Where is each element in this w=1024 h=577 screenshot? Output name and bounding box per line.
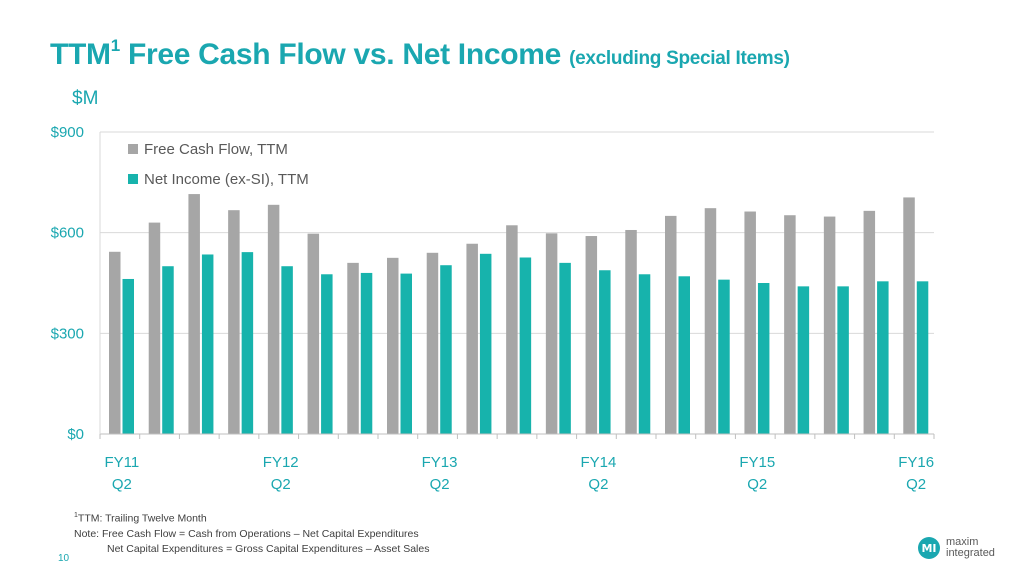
bar xyxy=(188,194,200,434)
title-main: TTM xyxy=(50,38,111,71)
x-tick-label: FY13 xyxy=(422,454,458,471)
bar xyxy=(440,265,452,434)
bar xyxy=(797,286,810,434)
unit-label: $M xyxy=(72,88,99,109)
y-tick-label: $600 xyxy=(51,225,84,242)
bar xyxy=(625,229,637,434)
bar xyxy=(638,274,651,434)
company-logo: MI maxim integrated xyxy=(918,537,995,559)
title-rest: Free Cash Flow vs. Net Income xyxy=(119,38,570,71)
footnote-superscript: 1 xyxy=(74,512,78,519)
footnote-capex: Net Capital Expenditures = Gross Capital… xyxy=(107,542,430,555)
bar xyxy=(360,272,373,434)
bar xyxy=(321,274,333,434)
bar xyxy=(823,216,836,434)
x-tick-label: Q2 xyxy=(906,476,926,493)
x-tick-label: Q2 xyxy=(430,476,450,493)
x-tick-label: FY16 xyxy=(898,454,934,471)
logo-text-line1: maxim xyxy=(946,536,979,548)
x-tick-label: FY14 xyxy=(580,454,616,471)
bar-chart: $0 $300 $600 $900 FY11 Q2 FY12 Q2 FY13 Q2 FY14 Q2 FY… xyxy=(51,124,935,493)
legend-swatch xyxy=(128,174,138,184)
bar xyxy=(519,257,532,434)
bar xyxy=(267,204,280,434)
bar xyxy=(506,225,518,434)
title-subtitle: (excluding Special Items) xyxy=(569,48,790,69)
bar xyxy=(307,233,320,434)
x-tick-label: FY12 xyxy=(263,454,299,471)
bar xyxy=(678,276,690,434)
legend-swatch xyxy=(128,144,138,154)
bar xyxy=(665,215,677,434)
legend-label: Net Income (ex-SI), TTM xyxy=(144,171,309,188)
bar xyxy=(559,262,571,434)
x-tick-label: Q2 xyxy=(588,476,608,493)
bar xyxy=(148,222,161,434)
legend-label: Free Cash Flow, TTM xyxy=(144,141,288,158)
bar xyxy=(201,254,214,434)
bar xyxy=(122,278,134,434)
footnotes: 1TTM: Trailing Twelve Month Note: Free C… xyxy=(74,508,429,557)
logo-text-line2: integrated xyxy=(946,547,995,559)
bar xyxy=(757,283,770,434)
page-number: 10 xyxy=(58,553,70,564)
footnote-ttm: 1TTM: Trailing Twelve Month xyxy=(74,508,429,527)
y-tick-label: $300 xyxy=(51,325,84,342)
bar xyxy=(387,257,399,434)
title-superscript: 1 xyxy=(110,36,120,55)
y-tick-label: $900 xyxy=(51,124,84,141)
x-tick-label: Q2 xyxy=(112,476,132,493)
bar xyxy=(599,270,611,434)
bar xyxy=(903,197,915,434)
bar xyxy=(704,208,717,434)
bar xyxy=(916,281,929,434)
bar xyxy=(479,253,492,434)
bar xyxy=(109,251,121,434)
logo-mark: MI xyxy=(918,537,940,559)
bar xyxy=(228,210,240,434)
bar xyxy=(241,252,254,434)
bar xyxy=(837,286,849,434)
x-tick-label: Q2 xyxy=(271,476,291,493)
bar xyxy=(466,243,478,434)
bar xyxy=(426,252,439,434)
bar xyxy=(877,281,889,434)
slide-title: TTM1 Free Cash Flow vs. Net Income (excl… xyxy=(50,36,790,72)
x-tick-label: Q2 xyxy=(747,476,767,493)
bar xyxy=(281,266,293,434)
bar xyxy=(162,266,174,434)
bar xyxy=(585,236,598,434)
logo-text: maxim integrated xyxy=(946,537,995,559)
bar xyxy=(863,210,876,434)
x-tick-label: FY11 xyxy=(104,454,139,471)
x-tick-label: FY15 xyxy=(739,454,775,471)
bar xyxy=(545,233,558,434)
bar xyxy=(718,279,730,434)
y-tick-label: $0 xyxy=(67,426,84,443)
bar xyxy=(784,215,796,434)
footnote-note: Note: Free Cash Flow = Cash from Operati… xyxy=(74,527,419,540)
bar xyxy=(400,273,412,434)
bar xyxy=(744,211,756,434)
footnote-ttm-text: TTM: Trailing Twelve Month xyxy=(77,512,207,525)
bar xyxy=(347,262,359,434)
